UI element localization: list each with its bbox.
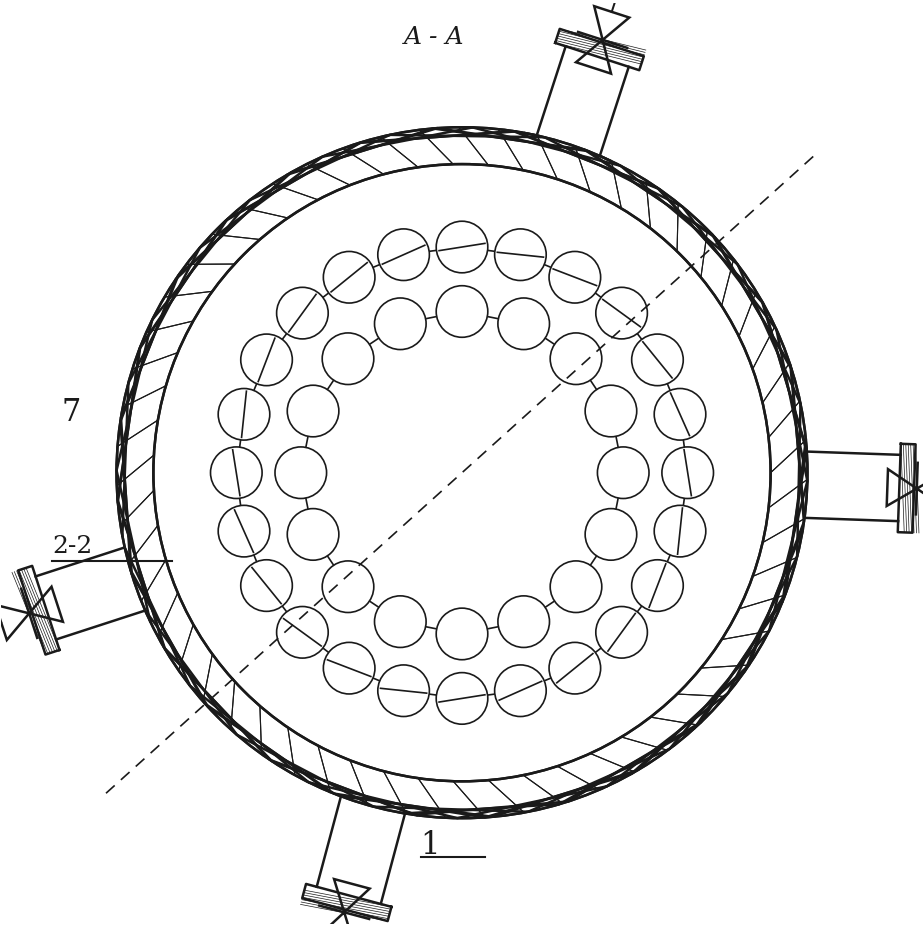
Circle shape: [322, 561, 374, 613]
Circle shape: [211, 447, 262, 499]
Circle shape: [153, 164, 771, 781]
Polygon shape: [555, 29, 644, 70]
Circle shape: [550, 333, 602, 385]
Text: 7: 7: [61, 398, 80, 428]
Circle shape: [498, 596, 550, 647]
Text: 2-2: 2-2: [52, 535, 92, 558]
Circle shape: [654, 505, 706, 557]
Circle shape: [596, 606, 648, 658]
Circle shape: [632, 560, 683, 611]
Circle shape: [549, 642, 601, 694]
Circle shape: [241, 560, 292, 611]
Circle shape: [436, 286, 488, 337]
Circle shape: [654, 388, 706, 440]
Circle shape: [494, 665, 546, 717]
Polygon shape: [898, 444, 916, 533]
Circle shape: [494, 229, 546, 281]
Circle shape: [632, 334, 683, 386]
Circle shape: [275, 447, 326, 499]
Circle shape: [596, 287, 648, 339]
Circle shape: [436, 673, 488, 724]
Circle shape: [378, 665, 430, 717]
Circle shape: [598, 447, 649, 499]
Circle shape: [241, 334, 292, 386]
Circle shape: [662, 447, 713, 499]
Circle shape: [585, 386, 637, 437]
Circle shape: [374, 298, 426, 349]
Circle shape: [276, 287, 328, 339]
Polygon shape: [36, 548, 144, 640]
Circle shape: [585, 509, 637, 560]
Circle shape: [323, 642, 375, 694]
Polygon shape: [806, 451, 901, 521]
Circle shape: [436, 608, 488, 660]
Circle shape: [218, 388, 270, 440]
Circle shape: [276, 606, 328, 658]
Circle shape: [322, 333, 374, 385]
Polygon shape: [302, 884, 392, 921]
Circle shape: [498, 298, 550, 349]
Circle shape: [550, 561, 602, 613]
Circle shape: [549, 251, 601, 303]
Polygon shape: [317, 798, 405, 904]
Text: 1: 1: [420, 831, 440, 861]
Circle shape: [378, 229, 430, 281]
Circle shape: [287, 509, 339, 560]
Circle shape: [323, 251, 375, 303]
Polygon shape: [537, 46, 628, 155]
Circle shape: [436, 222, 488, 273]
Circle shape: [218, 505, 270, 557]
Text: A - A: A - A: [404, 26, 465, 49]
Circle shape: [374, 596, 426, 647]
Circle shape: [287, 386, 339, 437]
Polygon shape: [18, 565, 59, 654]
